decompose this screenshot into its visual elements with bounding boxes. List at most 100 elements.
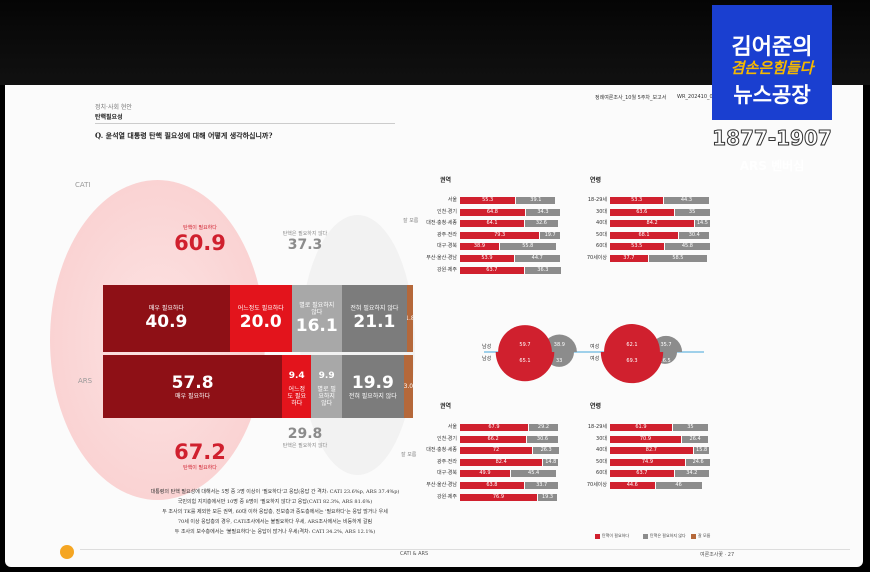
body-text: 두 조사의 보수층에서는 '불필요하다'는 응답이 많거나 우세(격차: CAT…: [174, 529, 376, 535]
bar-segment: 9.9 별로 필요하지 않다: [311, 355, 342, 418]
row-label: 40대: [596, 447, 607, 454]
bar-value: 55.3: [482, 197, 494, 203]
total-value: 29.8: [287, 426, 323, 442]
bar-value: 53.9: [481, 255, 493, 261]
bar: 67.9: [460, 424, 528, 431]
bar-value: 34.2: [686, 470, 698, 477]
bar: 24.6: [685, 458, 711, 466]
row-label: 광주·전라: [437, 231, 457, 238]
body-text: 두 조사의 TK를 제외한 모든 권역, 60대 이하 응답층, 진보층과 중도…: [162, 509, 388, 515]
row-label: 대구·경북: [437, 243, 457, 250]
total-group: 67.2 탄핵이 필요하다: [135, 440, 265, 471]
bar-segment: 별로 필요하지 않다 16.1: [291, 285, 342, 352]
gender-value: 65.1: [519, 358, 530, 364]
legend-label: 탄핵은 필요하지 않다: [650, 533, 686, 538]
total-group: 탄핵은 필요하지 않다 37.3: [255, 230, 355, 253]
bar-value: 49.9: [479, 470, 491, 477]
bar: 64.1: [460, 220, 525, 228]
gender-value: 26.5: [660, 358, 671, 364]
bar: 45.8: [664, 243, 711, 251]
bar-value: 38.9: [473, 243, 486, 250]
bar-value: 44.7: [531, 255, 543, 261]
bar-value: 36.3: [537, 266, 549, 273]
bar: 53.9: [460, 255, 514, 262]
bar: 44.3: [664, 197, 709, 204]
bar-value: 58.5: [672, 255, 684, 261]
gender-value: 59.7: [519, 342, 530, 348]
bar-value: 67.9: [488, 424, 500, 430]
bar-value: 64.1: [486, 220, 498, 227]
bar: 34.3: [525, 208, 561, 216]
bar-value: 14.8: [545, 458, 557, 465]
total-name: 탄핵은 필요하지 않다: [282, 231, 328, 237]
bar-segment: 어느정도 필요하다 20.0: [229, 285, 292, 352]
bar: 74.9: [610, 458, 685, 466]
bar-value: 32.6: [535, 220, 547, 227]
bar-value: 44.6: [626, 482, 638, 488]
divider: [484, 351, 704, 353]
gender-semicircle: [604, 324, 660, 352]
bar: 36.3: [524, 266, 561, 274]
row-label: 40대: [596, 220, 607, 227]
segment-name: 어느정도 필요하다: [237, 305, 284, 312]
row-label: 60대: [596, 470, 607, 477]
gender-label: 남성: [482, 343, 491, 350]
bar-value: 53.5: [631, 243, 643, 250]
bar-value: 35: [688, 208, 696, 215]
row-label: 60대: [596, 243, 607, 250]
bar-value: 70.9: [639, 435, 652, 442]
legend-swatch: [643, 534, 648, 539]
bar: 38.9: [460, 243, 499, 251]
bar-value: 63.7: [636, 470, 648, 477]
row-label: 강원·제주: [437, 266, 457, 273]
bar: 44.7: [514, 255, 560, 262]
legend-swatch: [691, 534, 696, 539]
row-label: 강원·제주: [437, 493, 457, 500]
segment-name: 어느정도 필요하다: [287, 386, 306, 407]
footer-right: 여론조사꽃 · 27: [700, 552, 735, 558]
segment-name: 매우 필요하다: [148, 305, 184, 312]
bar: 63.7: [460, 266, 524, 274]
bar-value: 45.4: [528, 470, 540, 477]
row-label: 30대: [596, 435, 607, 442]
row-label: 인천·경기: [437, 208, 457, 215]
bar-value: 29.2: [537, 424, 550, 430]
bar-value: 15.8: [696, 447, 708, 454]
segment-value: 9.9: [318, 371, 335, 381]
body-text: 대통령의 탄핵 필요성에 대해서는 5명 중 3명 이상이 '필요하다'고 응답…: [150, 489, 400, 495]
bar-value: 79.3: [494, 231, 506, 238]
segment-name: 전혀 필요하지 않다: [350, 305, 399, 312]
report-code: WR_202410_05: [677, 94, 716, 100]
bar: 35: [672, 424, 708, 431]
rule: [95, 123, 395, 124]
body-text: 70세 이상 응답층의 경우, CATI조사에서는 불필요하다 우세, ARS조…: [177, 519, 373, 525]
bar-value: 66.2: [487, 435, 499, 442]
bar-value: 30.6: [536, 435, 549, 442]
bar-value: 55.8: [522, 243, 534, 250]
segment-value: 1.8: [407, 314, 413, 322]
phone-caption: ARS 벤버심: [739, 159, 805, 173]
bar-value: 33.7: [536, 482, 548, 488]
bar: 53.3: [610, 197, 664, 204]
row-label: 70세이상: [586, 255, 607, 261]
bar-value: 76.9: [492, 493, 505, 500]
bar-value: 63.7: [486, 266, 498, 273]
bar-segment: 매우 필요하다 40.9: [103, 285, 230, 352]
gender-semicircle: [495, 352, 555, 382]
gender-value: 38.9: [554, 342, 565, 348]
segment-value: 9.4: [288, 371, 305, 381]
bar: 82.7: [610, 447, 693, 455]
bar-value: 68.1: [638, 231, 650, 238]
bar: 33.7: [524, 482, 559, 489]
total-name: 탄핵은 필요하지 않다: [282, 443, 328, 449]
total-name: 탄핵이 필요하다: [183, 225, 217, 231]
gender-semicircle: [498, 325, 552, 352]
segment-name: 별로 필요하지 않다: [317, 386, 336, 407]
bar: 64.8: [460, 208, 525, 216]
bar: 35: [674, 208, 710, 216]
bar: 39.1: [516, 197, 556, 204]
bar: 63.6: [610, 208, 674, 216]
bar-value: 26.4: [689, 435, 701, 442]
segment-value: 16.1: [295, 315, 338, 336]
